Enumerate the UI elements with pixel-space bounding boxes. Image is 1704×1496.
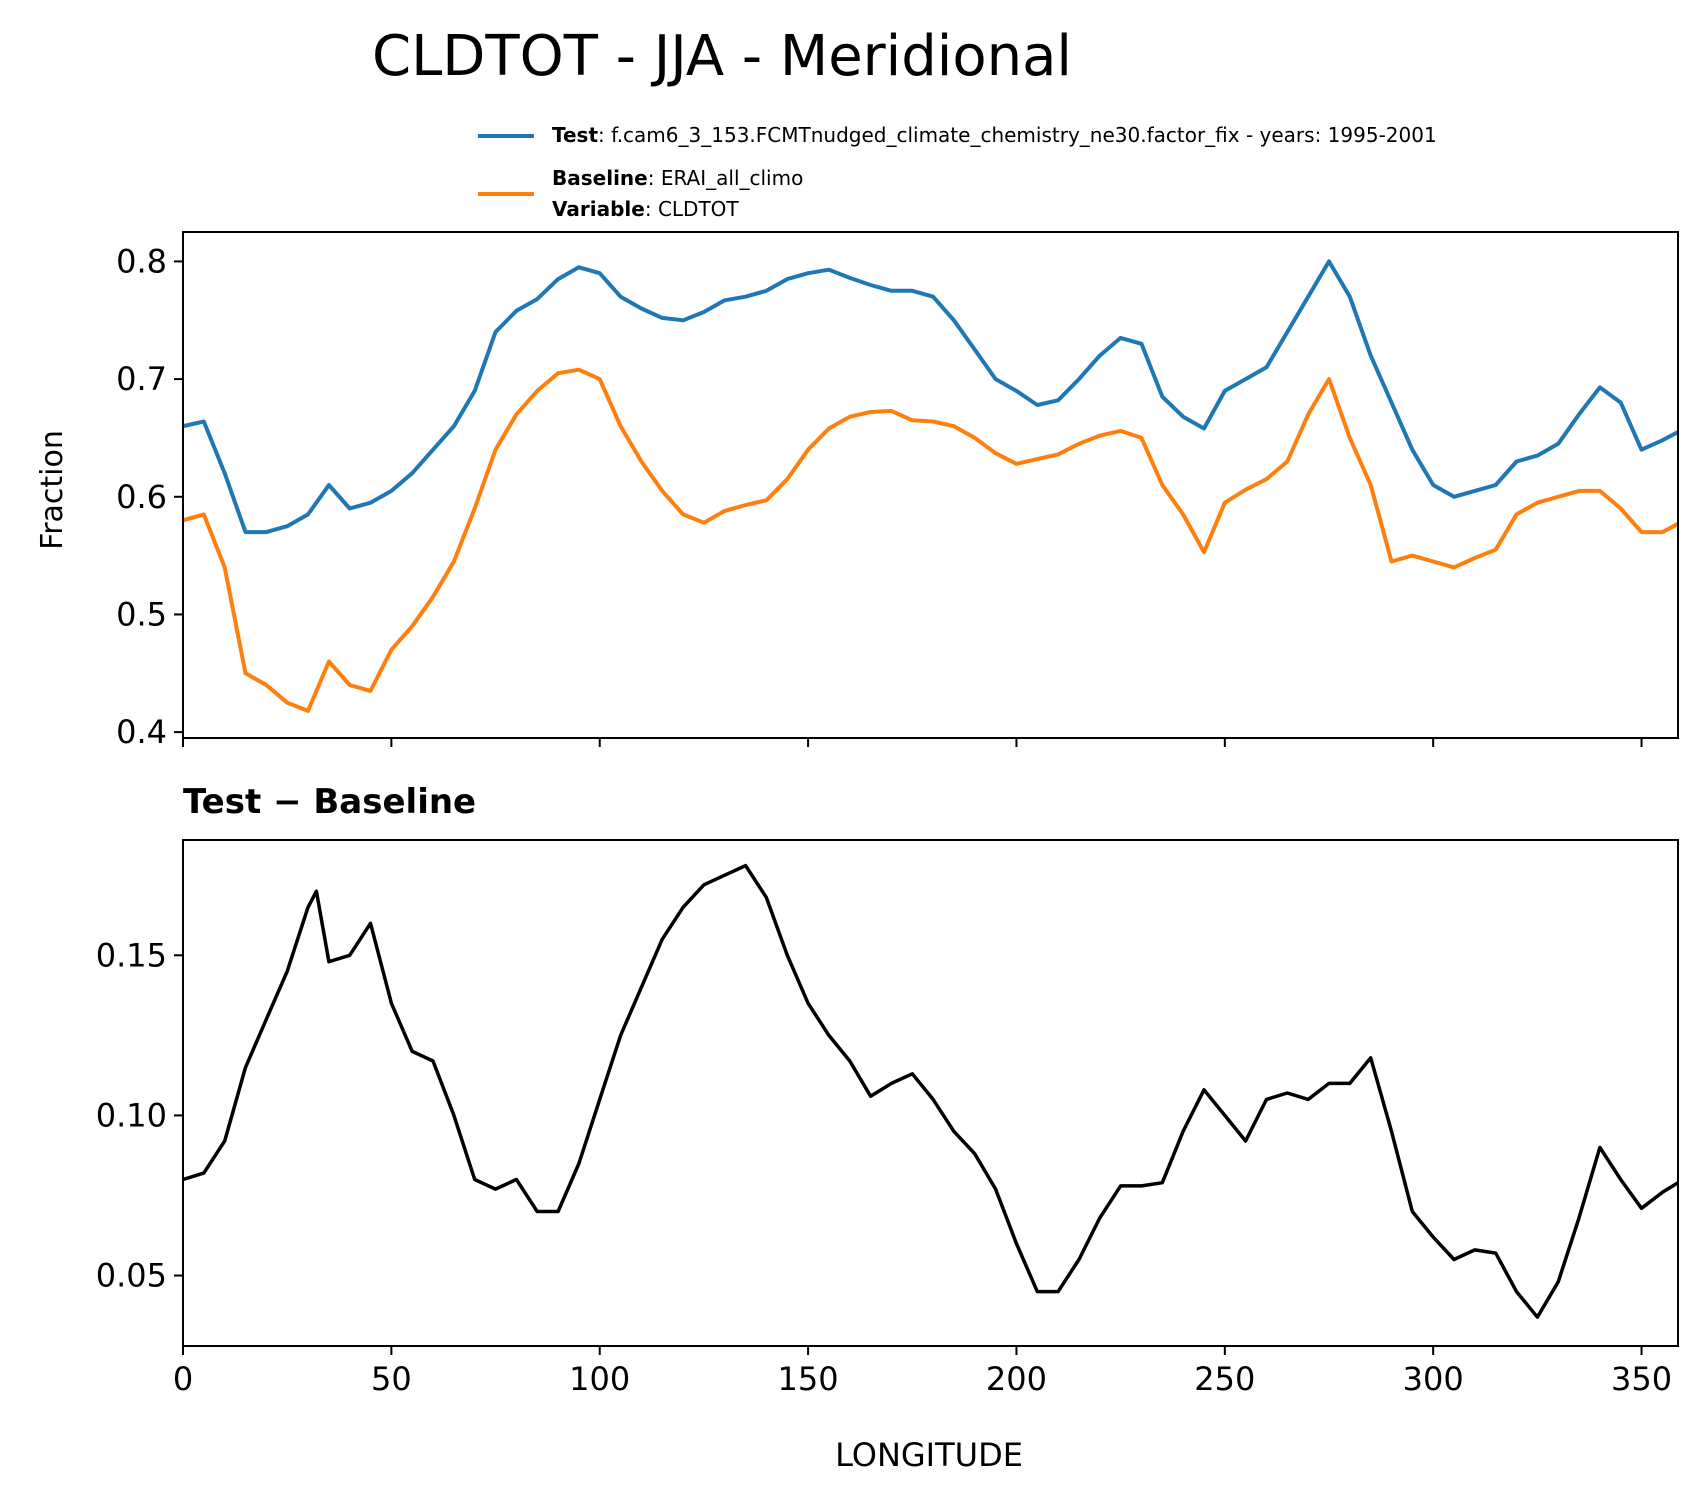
legend-baseline-bold: Baseline (552, 166, 648, 190)
x-tick-label: 250 (1194, 1360, 1255, 1398)
plot-frame (182, 839, 1679, 1347)
x-tick-label: 150 (778, 1360, 839, 1398)
y-tick-label: 0.8 (116, 242, 167, 280)
legend: Test: f.cam6_3_153.FCMTnudged_climate_ch… (478, 123, 1437, 221)
x-tick-label: 350 (1611, 1360, 1672, 1398)
figure-title: CLDTOT - JJA - Meridional (372, 24, 1072, 89)
legend-baseline-rest: : ERAI_all_climo (648, 166, 804, 190)
legend-variable-rest: : CLDTOT (645, 197, 740, 221)
legend-test-label: Test: f.cam6_3_153.FCMTnudged_climate_ch… (552, 123, 1437, 147)
legend-baseline-label: Baseline: ERAI_all_climo (552, 166, 803, 190)
plot-frame (182, 231, 1679, 739)
x-tick-label: 300 (1403, 1360, 1464, 1398)
y-tick-label: 0.10 (96, 1096, 167, 1134)
x-tick-label: 200 (986, 1360, 1047, 1398)
y-tick-label: 0.4 (116, 713, 167, 751)
x-tick-label: 50 (371, 1360, 412, 1398)
legend-test-bold: Test (552, 123, 598, 147)
y-tick-label: 0.05 (96, 1257, 167, 1295)
legend-variable-label: Variable: CLDTOT (552, 197, 739, 221)
y-tick-label: 0.7 (116, 360, 167, 398)
top-ylabel: Fraction (35, 430, 70, 550)
difference-panel: Test − Baseline LONGITUDE 0 50 100 150 200 25… (96, 782, 1679, 1474)
x-tick-label: 0 (173, 1360, 193, 1398)
x-tick-label: 100 (569, 1360, 630, 1398)
series-line-test-baseline (182, 863, 1679, 1319)
legend-variable-bold: Variable (552, 197, 645, 221)
legend-test-rest: : f.cam6_3_153.FCMTnudged_climate_chemis… (598, 123, 1437, 147)
fraction-panel: Fraction 0.4 0.5 0.6 0.7 0.8 (35, 231, 1679, 751)
y-tick-label: 0.6 (116, 478, 167, 516)
y-tick-label: 0.15 (96, 936, 167, 974)
series-line-baseline (182, 367, 1679, 713)
series-line-test (182, 259, 1679, 535)
y-tick-label: 0.5 (116, 595, 167, 633)
bottom-panel-title: Test − Baseline (183, 782, 476, 822)
x-axis-label: LONGITUDE (835, 1436, 1023, 1474)
